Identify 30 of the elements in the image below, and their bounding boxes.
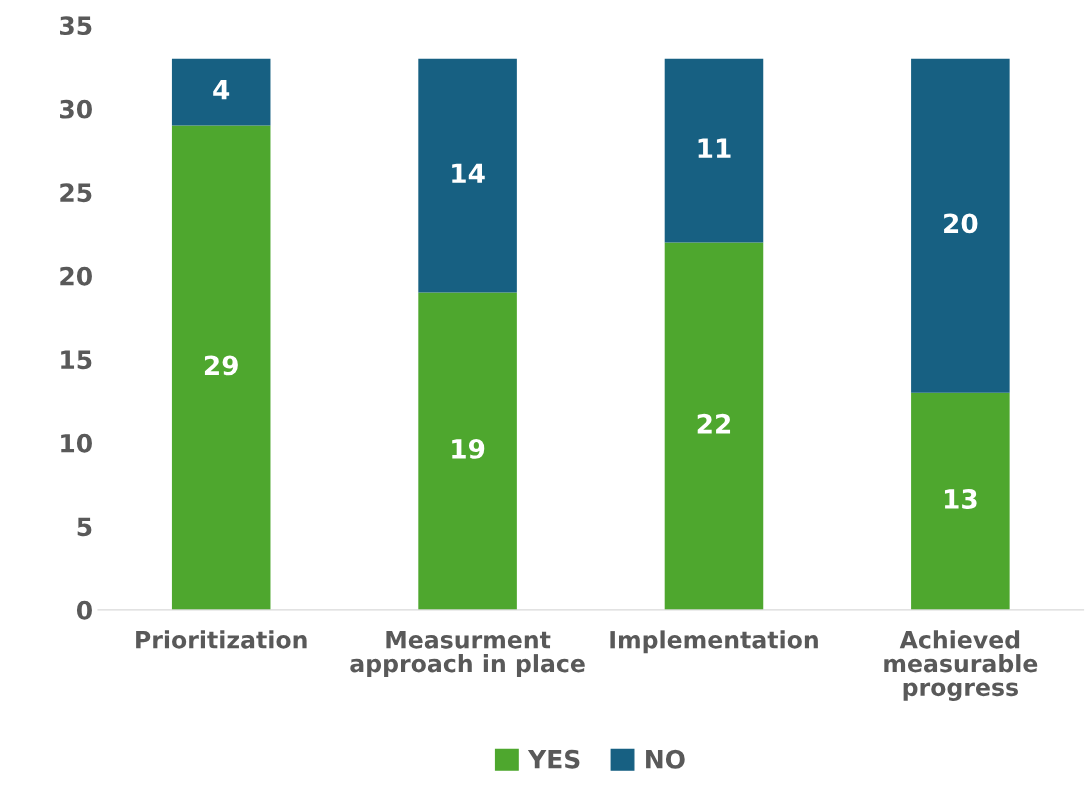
data-label: 29 [204,355,238,376]
bar [911,58,1010,393]
bar [664,242,764,610]
data-label: 22 [697,413,731,434]
data-label: 11 [698,138,731,158]
x-tick-label: Prioritization [136,630,307,649]
bar [418,292,517,610]
y-tick-label: 30 [60,99,92,119]
data-label: 19 [452,438,485,459]
y-tick-label: 10 [61,433,92,453]
y-tick-label: 25 [60,183,92,203]
bar [418,58,517,293]
bar [171,125,271,610]
y-tick-label: 5 [77,517,92,537]
data-label: 4 [213,80,230,100]
legend-label: YES [527,749,580,769]
y-tick-label: 0 [76,600,92,620]
y-tick-label: 35 [60,16,92,36]
x-tick-label: Measurment approach in place [350,631,585,677]
y-tick-label: 15 [61,350,92,370]
legend-label: NO [646,749,685,769]
x-tick-label: Achieved measurable progress [884,630,1038,701]
data-label: 14 [452,163,485,183]
bar [664,58,764,243]
bar [911,392,1010,610]
x-tick-label: Implementation [610,630,818,654]
bar [171,58,271,126]
y-tick-label: 20 [60,266,92,286]
data-label: 20 [944,213,978,234]
data-label: 13 [944,489,977,509]
